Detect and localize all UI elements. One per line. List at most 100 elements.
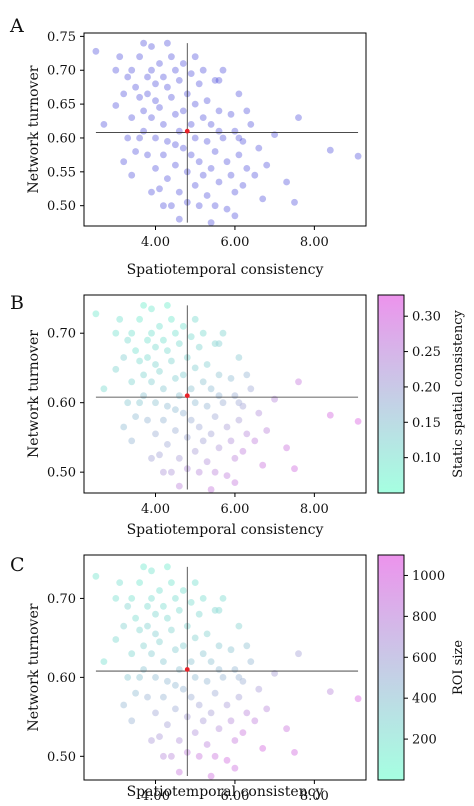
scatter-point xyxy=(215,444,223,452)
scatter-point xyxy=(156,368,163,375)
scatter-point xyxy=(191,634,199,642)
panel-c: C 4.00 6.00 8.00 0.50 0.60 0.70 Spatiotemporal … xyxy=(10,554,466,804)
scatter-point xyxy=(223,205,231,213)
y-tick-label: 0.70 xyxy=(47,327,76,342)
scatter-point xyxy=(227,437,235,445)
scatter-point xyxy=(231,188,239,196)
scatter-point xyxy=(156,638,163,646)
scatter-point xyxy=(215,642,223,650)
y-tick-label: 0.50 xyxy=(47,199,76,214)
scatter-point xyxy=(195,202,203,210)
plot-frame xyxy=(83,32,367,227)
scatter-point xyxy=(152,80,159,88)
scatter-points xyxy=(92,563,362,780)
scatter-point xyxy=(128,650,136,658)
scatter-point xyxy=(231,127,239,135)
x-tick-label: 4.00 xyxy=(141,789,170,804)
x-axis-label: Spatiotemporal consistency xyxy=(127,522,324,538)
panel-a: A 4.00 6.00 8.00 0.50 0.55 0.60 0.65 0.70 0.75 Spa… xyxy=(9,15,367,278)
y-axis-label: Network turnover xyxy=(26,603,42,731)
scatter-point xyxy=(172,141,179,149)
scatter-point xyxy=(120,354,128,361)
scatter-point xyxy=(175,77,183,84)
scatter-point xyxy=(239,138,247,145)
colorbar-tick-label: 0.30 xyxy=(412,310,441,325)
scatter-point xyxy=(152,343,159,351)
x-tick-label: 6.00 xyxy=(220,789,249,804)
y-tick-label: 0.50 xyxy=(47,466,76,481)
scatter-point xyxy=(215,725,223,733)
scatter-point xyxy=(207,658,215,665)
x-tick-label: 8.00 xyxy=(300,502,329,517)
scatter-point xyxy=(124,602,132,610)
scatter-point xyxy=(187,693,195,701)
scatter-point xyxy=(124,674,132,681)
scatter-point xyxy=(191,399,199,407)
scatter-point xyxy=(295,114,302,121)
scatter-point xyxy=(187,333,195,341)
scatter-point xyxy=(195,343,203,351)
scatter-point xyxy=(152,165,159,172)
scatter-point xyxy=(215,178,223,186)
scatter-point xyxy=(144,602,151,610)
scatter-point xyxy=(148,650,155,658)
scatter-point xyxy=(243,709,251,717)
scatter-point xyxy=(247,385,255,393)
scatter-point xyxy=(144,693,151,701)
scatter-point xyxy=(168,468,175,476)
colorbar-label: ROI size xyxy=(451,640,466,695)
scatter-point xyxy=(112,595,120,602)
scatter-point xyxy=(164,302,171,309)
scatter-point xyxy=(128,595,136,602)
scatter-point xyxy=(243,107,251,115)
scatter-point xyxy=(227,375,235,382)
scatter-point xyxy=(152,709,159,717)
scatter-point xyxy=(191,674,199,681)
scatter-point xyxy=(215,392,223,400)
scatter-point xyxy=(160,468,167,476)
scatter-point xyxy=(211,468,219,476)
scatter-point xyxy=(354,152,362,160)
scatter-point xyxy=(172,705,179,713)
scatter-point xyxy=(148,114,155,121)
scatter-point xyxy=(235,90,243,98)
scatter-point xyxy=(172,110,179,118)
scatter-point xyxy=(164,677,171,685)
scatter-point xyxy=(164,83,171,91)
scatter-point xyxy=(179,144,187,152)
scatter-point xyxy=(326,688,334,695)
scatter-point xyxy=(199,437,207,445)
scatter-point xyxy=(203,192,211,199)
scatter-point xyxy=(112,636,120,643)
scatter-point xyxy=(156,587,163,594)
scatter-point xyxy=(187,416,195,424)
scatter-point xyxy=(283,178,290,186)
scatter-point xyxy=(207,385,215,393)
scatter-point xyxy=(148,188,155,196)
scatter-point xyxy=(124,134,132,142)
scatter-point xyxy=(191,729,199,736)
scatter-point xyxy=(271,670,278,677)
scatter-point xyxy=(120,423,128,431)
scatter-point xyxy=(179,322,187,330)
panel-label: A xyxy=(9,15,24,37)
scatter-point xyxy=(148,454,155,462)
scatter-point xyxy=(175,392,183,400)
scatter-point xyxy=(215,107,223,115)
scatter-point xyxy=(140,642,148,650)
scatter-point xyxy=(175,340,183,347)
scatter-point xyxy=(263,161,271,169)
scatter-point xyxy=(148,66,155,74)
scatter-point xyxy=(207,165,215,172)
scatter-point xyxy=(179,587,187,594)
scatter-point xyxy=(136,399,144,407)
x-axis-label: Spatiotemporal consistency xyxy=(127,784,324,800)
scatter-point xyxy=(231,666,239,673)
x-tick-label: 8.00 xyxy=(300,789,329,804)
scatter-points xyxy=(92,302,362,493)
scatter-point xyxy=(259,745,267,752)
scatter-point xyxy=(247,121,255,128)
colorbar-gradient xyxy=(377,554,405,781)
scatter-point xyxy=(92,47,100,55)
scatter-point xyxy=(175,127,183,135)
